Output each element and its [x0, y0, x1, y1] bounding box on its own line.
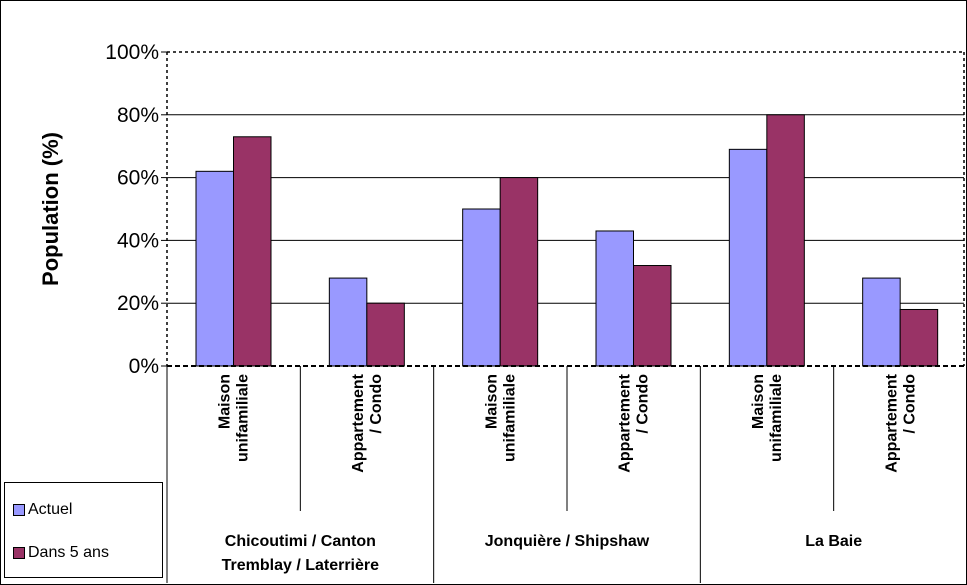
group-label-jonqui-re-shipshaw: Jonquière / Shipshaw	[485, 533, 650, 550]
bar-actuel-1	[195, 170, 234, 367]
bar-actuel-6	[862, 277, 901, 367]
bar-actuel-2	[328, 277, 368, 367]
category-label: Maisonunifamiliale	[750, 374, 785, 462]
bar-dans-5-ans-4	[633, 265, 672, 367]
y-tick-label: 60%	[117, 167, 159, 190]
group-label-la-baie: La Baie	[805, 533, 862, 550]
y-tick-label: 100%	[105, 41, 159, 64]
category-label: Appartement/ Condo	[350, 373, 385, 472]
legend-swatch-actuel	[13, 504, 25, 516]
bar-dans-5-ans-5	[766, 114, 805, 367]
bar-actuel-4	[595, 230, 634, 367]
legend-item-dans-5-ans: Dans 5 ans	[13, 543, 109, 563]
category-label: Maisonunifamiliale	[217, 374, 252, 462]
bar-actuel-3	[462, 208, 501, 367]
group-label-chicoutimi-canton: Chicoutimi / Canton Tremblay / Laterrière	[222, 533, 380, 574]
y-tick-label: 20%	[117, 292, 159, 315]
legend-item-actuel: Actuel	[13, 500, 72, 520]
legend-label-actuel: Actuel	[28, 501, 73, 518]
category-label: Appartement/ Condo	[883, 373, 918, 472]
bar-dans-5-ans-3	[499, 177, 539, 367]
y-tick-label: 80%	[117, 104, 159, 127]
legend-swatch-dans-5-ans	[13, 547, 25, 559]
bar-dans-5-ans-1	[233, 136, 272, 367]
y-tick-label: 40%	[117, 229, 159, 252]
category-label: Maisonunifamiliale	[483, 374, 518, 462]
legend: Actuel Dans 5 ans	[4, 482, 163, 578]
bar-actuel-5	[728, 148, 768, 367]
legend-label-dans-5-ans: Dans 5 ans	[28, 544, 109, 561]
category-label: Appartement/ Condo	[617, 373, 652, 472]
y-axis-title: Population (%)	[38, 132, 63, 286]
bar-dans-5-ans-6	[899, 308, 939, 367]
bar-dans-5-ans-2	[366, 302, 405, 367]
y-tick-label: 0%	[129, 355, 159, 378]
